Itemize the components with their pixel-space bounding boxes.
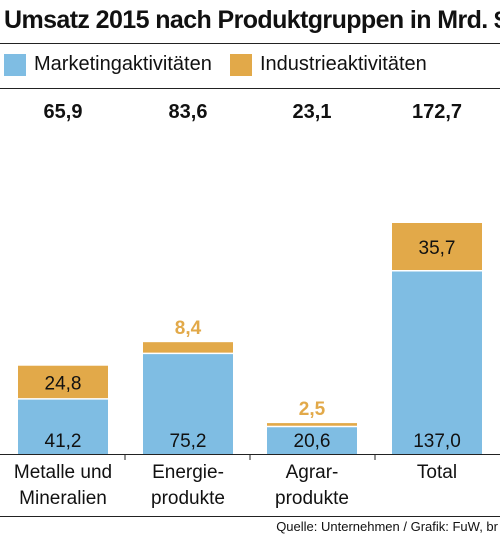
bar-industrie-3	[392, 223, 482, 271]
category-label-2-0: Agrar-	[286, 462, 339, 483]
bar-industrie-1	[143, 342, 233, 354]
value-label-industrie-3: 35,7	[419, 238, 456, 259]
bar-marketing-0	[18, 398, 108, 454]
value-label-marketing-1: 75,2	[170, 431, 207, 452]
category-label-0-0: Metalle und	[14, 462, 112, 483]
value-label-marketing-0: 41,2	[45, 431, 82, 452]
chart-title: Umsatz 2015 nach Produktgruppen in Mrd. …	[4, 6, 500, 34]
legend-swatch-marketing	[4, 53, 26, 76]
total-label-2: 23,1	[293, 101, 332, 123]
total-label-0: 65,9	[44, 101, 83, 123]
source-note: Quelle: Unternehmen / Grafik: FuW, br	[276, 519, 498, 534]
legend-swatch-industrie	[230, 53, 252, 76]
bar-marketing-1	[143, 353, 233, 454]
legend-item-marketing: Marketingaktivitäten	[4, 53, 212, 76]
category-label-0-1: Mineralien	[19, 488, 107, 509]
legend-label-marketing: Marketingaktivitäten	[34, 53, 212, 75]
footer-divider	[0, 516, 500, 517]
value-label-industrie-1: 8,4	[175, 318, 202, 339]
legend-divider	[0, 88, 500, 89]
value-label-industrie-0: 24,8	[45, 373, 82, 394]
bar-marketing-2	[267, 426, 357, 454]
title-divider	[0, 43, 500, 44]
legend-label-industrie: Industrieaktivitäten	[260, 53, 427, 75]
bar-industrie-2	[267, 423, 357, 427]
bar-marketing-3	[392, 270, 482, 454]
total-label-1: 83,6	[169, 101, 208, 123]
category-label-3-0: Total	[417, 462, 457, 483]
value-label-marketing-2: 20,6	[294, 431, 331, 452]
value-label-marketing-3: 137,0	[413, 431, 461, 452]
bar-industrie-0	[18, 365, 108, 399]
total-label-3: 172,7	[412, 101, 462, 123]
category-label-2-1: produkte	[275, 488, 349, 509]
category-label-1-1: produkte	[151, 488, 225, 509]
legend-item-industrie: Industrieaktivitäten	[230, 53, 427, 76]
value-label-industrie-2: 2,5	[299, 399, 326, 420]
category-label-1-0: Energie-	[152, 462, 224, 483]
legend: Marketingaktivitäten Industrieaktivitäte…	[4, 53, 500, 83]
